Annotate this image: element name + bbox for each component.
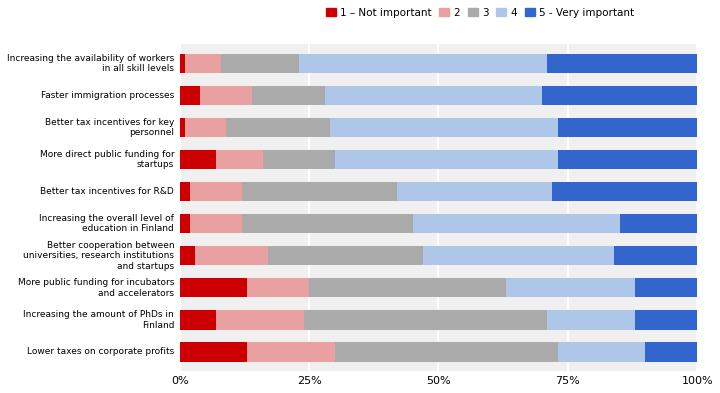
Bar xyxy=(180,278,247,298)
Bar xyxy=(252,86,325,105)
Bar xyxy=(242,214,413,233)
Bar xyxy=(335,342,557,362)
Bar xyxy=(185,118,226,137)
Bar xyxy=(620,214,697,233)
Bar xyxy=(557,118,697,137)
Bar xyxy=(247,278,309,298)
Bar xyxy=(180,86,200,105)
Bar xyxy=(325,86,542,105)
Bar xyxy=(180,214,190,233)
Bar xyxy=(216,150,263,169)
Bar xyxy=(247,342,335,362)
Bar xyxy=(180,150,216,169)
Bar xyxy=(268,246,423,265)
Legend: 1 – Not important, 2, 3, 4, 5 - Very important: 1 – Not important, 2, 3, 4, 5 - Very imp… xyxy=(321,4,639,22)
Bar xyxy=(552,182,697,201)
Bar xyxy=(180,182,190,201)
Bar xyxy=(646,342,697,362)
Bar xyxy=(185,54,221,73)
Bar xyxy=(547,54,697,73)
Bar xyxy=(505,278,635,298)
Bar xyxy=(190,182,242,201)
Bar xyxy=(221,54,299,73)
Bar xyxy=(309,278,505,298)
Bar xyxy=(547,310,635,329)
Bar xyxy=(413,214,620,233)
Bar xyxy=(299,54,547,73)
Bar xyxy=(180,118,185,137)
Bar xyxy=(242,182,397,201)
Bar xyxy=(190,214,242,233)
Bar xyxy=(397,182,552,201)
Bar xyxy=(335,150,557,169)
Bar xyxy=(423,246,614,265)
Bar xyxy=(180,54,185,73)
Bar xyxy=(635,310,697,329)
Bar xyxy=(557,342,646,362)
Bar xyxy=(263,150,335,169)
Bar xyxy=(542,86,697,105)
Bar xyxy=(557,150,697,169)
Bar xyxy=(195,246,268,265)
Bar xyxy=(180,310,216,329)
Bar xyxy=(180,342,247,362)
Bar xyxy=(304,310,547,329)
Bar xyxy=(180,246,195,265)
Bar xyxy=(614,246,697,265)
Bar xyxy=(200,86,252,105)
Bar xyxy=(330,118,557,137)
Bar xyxy=(216,310,304,329)
Bar xyxy=(635,278,697,298)
Bar xyxy=(226,118,330,137)
